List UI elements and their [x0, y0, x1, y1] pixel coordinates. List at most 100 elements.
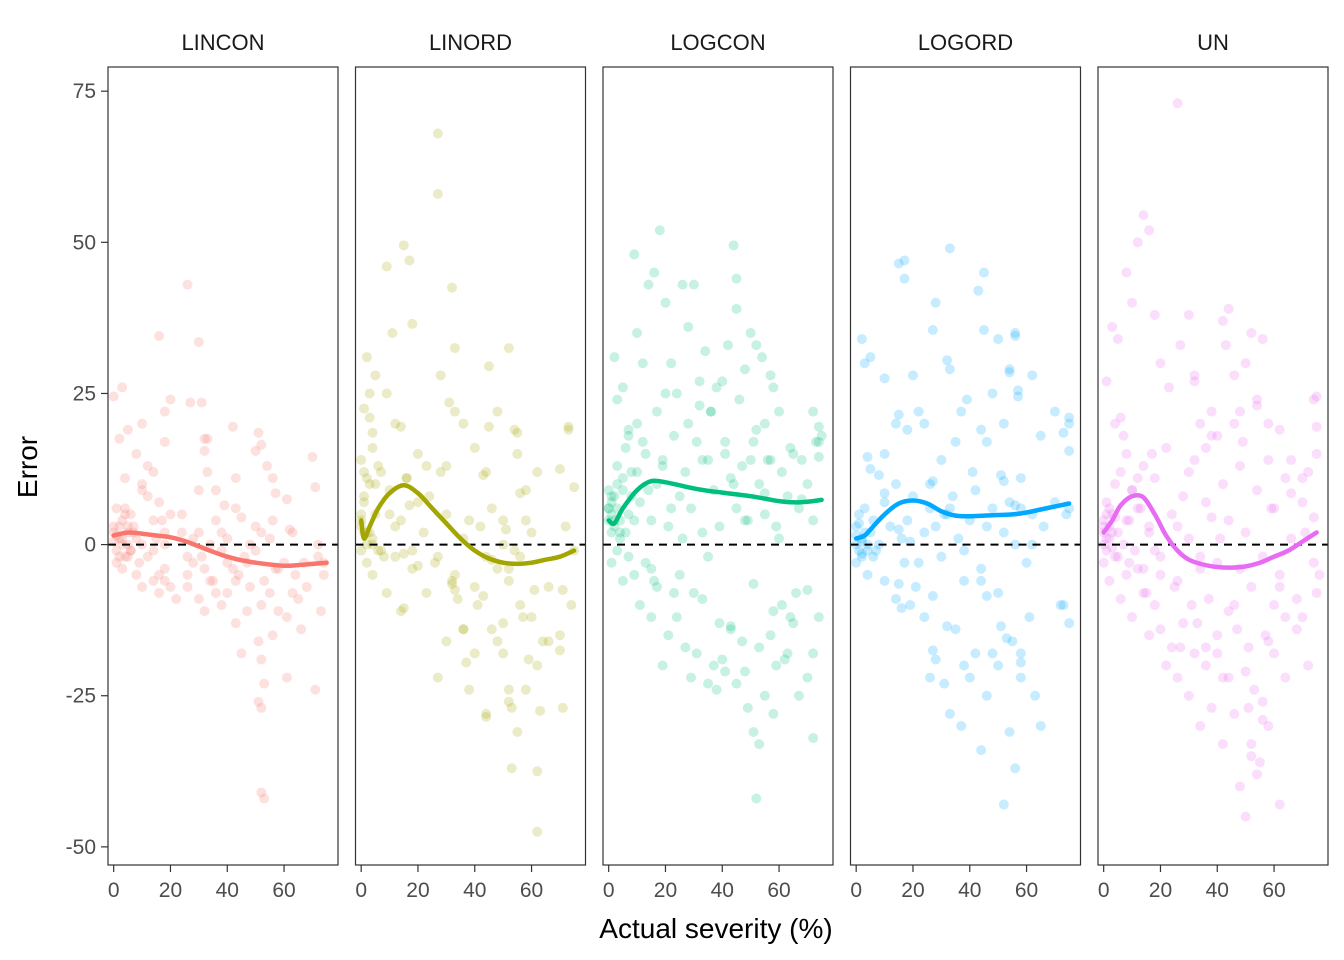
data-point — [1183, 467, 1194, 478]
data-point — [188, 557, 199, 568]
data-point — [703, 678, 714, 689]
data-point — [242, 606, 253, 617]
data-point — [202, 467, 213, 478]
data-point — [111, 545, 122, 556]
data-point — [890, 594, 901, 604]
data-point — [1135, 503, 1146, 514]
data-point — [1263, 418, 1274, 429]
data-point — [759, 690, 770, 701]
data-point — [1189, 454, 1200, 465]
data-point — [956, 720, 967, 731]
data-point — [361, 473, 372, 484]
data-point — [694, 400, 705, 411]
data-point — [359, 403, 370, 414]
data-point — [1118, 430, 1129, 441]
data-point — [307, 451, 318, 462]
data-point — [731, 678, 742, 689]
panel-border — [602, 66, 834, 866]
data-point — [390, 418, 401, 429]
data-point — [944, 708, 955, 719]
data-point — [859, 503, 870, 514]
data-point — [717, 654, 728, 665]
data-point — [632, 418, 643, 429]
data-point — [370, 479, 381, 490]
data-point — [623, 424, 634, 435]
data-point — [165, 394, 176, 405]
data-point — [1004, 367, 1015, 378]
data-point — [1246, 751, 1257, 762]
data-point — [808, 648, 819, 659]
x-tick-label: 40 — [1206, 879, 1229, 902]
data-point — [739, 666, 750, 677]
data-point — [890, 479, 901, 490]
data-point — [1269, 648, 1280, 659]
data-point — [1149, 309, 1160, 320]
data-point — [688, 587, 699, 598]
data-point — [554, 630, 565, 641]
data-point — [515, 600, 526, 611]
data-point — [961, 394, 972, 405]
data-point — [435, 370, 446, 381]
data-point — [313, 551, 324, 562]
data-point — [617, 575, 628, 586]
data-point — [262, 461, 273, 471]
data-point — [606, 557, 617, 568]
data-point — [793, 503, 804, 514]
data-point — [959, 545, 970, 556]
data-point — [626, 467, 637, 478]
data-point — [1161, 660, 1172, 671]
data-point — [668, 430, 679, 441]
data-point — [1127, 485, 1138, 496]
data-point — [751, 340, 762, 351]
x-tick-label: 40 — [711, 879, 734, 902]
data-point — [720, 436, 731, 447]
data-point — [1240, 527, 1251, 538]
data-point — [1172, 98, 1183, 109]
data-point — [666, 358, 677, 369]
data-point — [1223, 515, 1234, 526]
data-point — [449, 406, 460, 417]
data-point — [430, 557, 441, 568]
x-tick-label: 60 — [767, 879, 790, 902]
data-point — [193, 594, 204, 604]
y-tick-label: 50 — [73, 231, 96, 254]
data-point — [862, 545, 873, 556]
data-point — [412, 497, 423, 508]
data-point — [1183, 533, 1194, 544]
data-point — [361, 539, 372, 550]
data-point — [222, 587, 233, 598]
data-point — [142, 551, 153, 562]
data-point — [1308, 557, 1319, 568]
data-point — [1001, 633, 1012, 644]
data-point — [208, 575, 219, 586]
data-point — [566, 600, 577, 611]
data-point — [810, 436, 821, 447]
data-point — [256, 702, 267, 713]
y-axis-title: Error — [12, 436, 43, 498]
data-point — [210, 587, 221, 598]
data-point — [1300, 527, 1311, 538]
data-point — [125, 509, 136, 520]
data-point — [1101, 376, 1112, 387]
x-tick-label: 0 — [1098, 879, 1110, 902]
data-point — [441, 636, 452, 647]
data-point — [609, 352, 620, 363]
data-point — [193, 485, 204, 496]
data-point — [1155, 551, 1166, 562]
data-point — [1311, 587, 1322, 598]
data-point — [557, 702, 568, 713]
data-point — [449, 569, 460, 580]
data-point — [1223, 606, 1234, 617]
data-point — [230, 575, 241, 586]
data-point — [148, 545, 159, 556]
data-point — [620, 527, 631, 538]
data-point — [1232, 624, 1243, 635]
data-point — [435, 467, 446, 478]
data-point — [666, 503, 677, 514]
data-point — [236, 512, 247, 523]
trend-line — [853, 498, 1072, 541]
data-point — [284, 524, 295, 535]
data-point — [1129, 545, 1140, 556]
data-point — [714, 618, 725, 629]
data-point — [432, 672, 443, 683]
